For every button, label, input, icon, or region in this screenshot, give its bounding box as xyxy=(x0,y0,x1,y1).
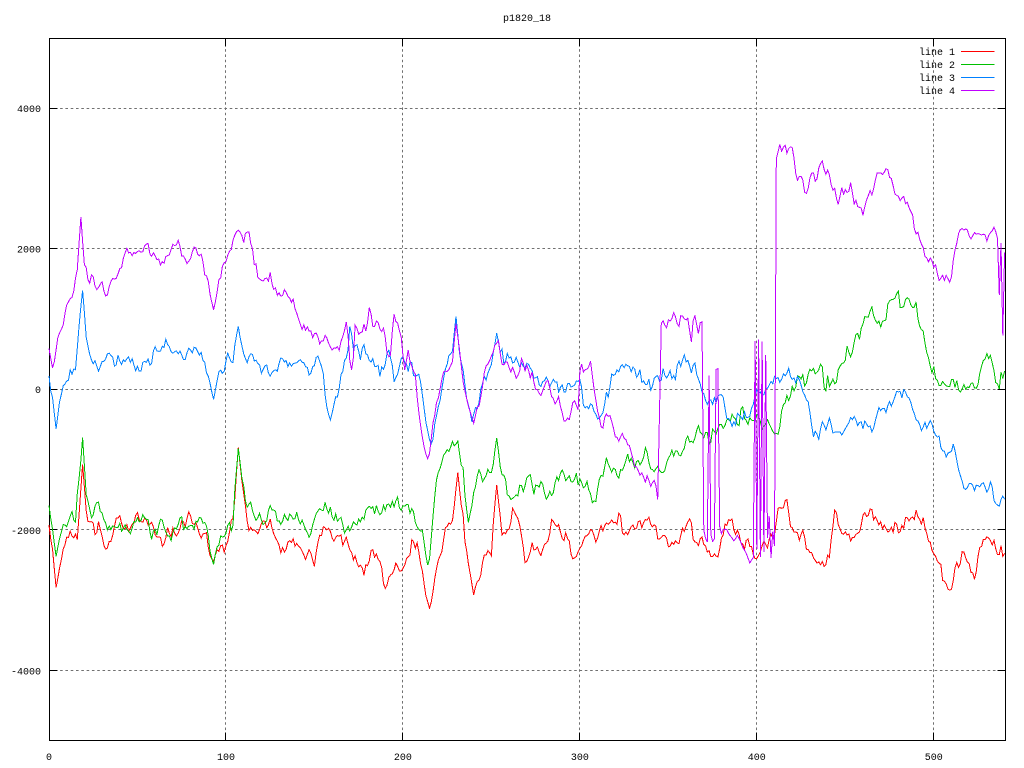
svg-text:400: 400 xyxy=(748,753,766,764)
svg-text:0: 0 xyxy=(35,386,41,397)
svg-text:-2000: -2000 xyxy=(11,527,41,538)
svg-text:100: 100 xyxy=(217,753,235,764)
svg-text:200: 200 xyxy=(394,753,412,764)
svg-text:line 3: line 3 xyxy=(919,73,955,85)
svg-text:-4000: -4000 xyxy=(11,668,41,679)
svg-text:2000: 2000 xyxy=(17,246,41,257)
svg-text:4000: 4000 xyxy=(17,105,41,116)
svg-text:0: 0 xyxy=(46,753,52,764)
svg-text:p1820_18: p1820_18 xyxy=(503,14,551,25)
svg-text:line 4: line 4 xyxy=(919,86,955,98)
svg-text:300: 300 xyxy=(571,753,589,764)
svg-text:500: 500 xyxy=(925,753,943,764)
svg-text:line 2: line 2 xyxy=(919,60,955,72)
svg-text:line 1: line 1 xyxy=(919,47,955,59)
